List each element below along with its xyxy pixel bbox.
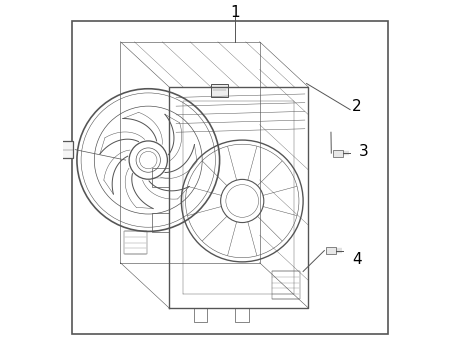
Text: 4: 4 — [352, 252, 362, 267]
Text: 3: 3 — [359, 144, 369, 159]
Bar — [152, 168, 169, 187]
Bar — [152, 213, 169, 232]
Bar — [193, 308, 208, 322]
Bar — [54, 146, 60, 153]
Bar — [272, 271, 300, 299]
Bar — [326, 247, 336, 254]
Bar — [235, 308, 249, 322]
Bar — [124, 231, 146, 254]
Bar — [60, 141, 73, 158]
Bar — [333, 150, 343, 157]
Text: 1: 1 — [230, 5, 240, 20]
Text: 2: 2 — [352, 98, 362, 114]
Bar — [211, 84, 228, 97]
